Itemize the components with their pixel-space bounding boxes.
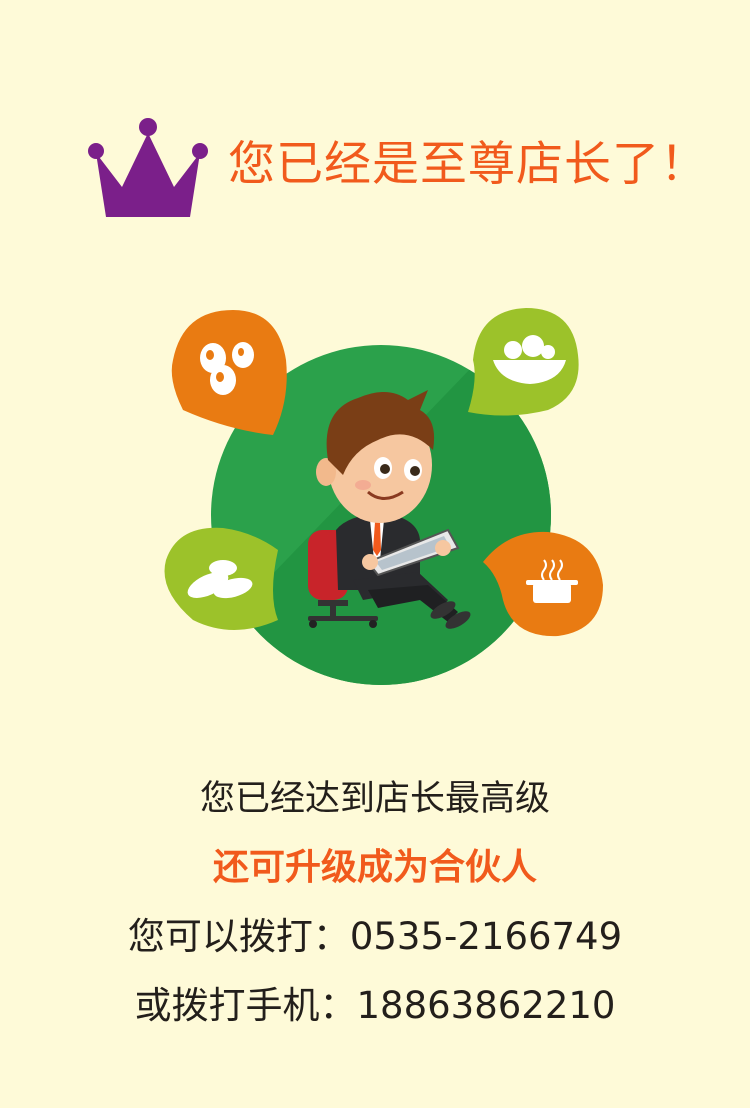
eggs-bubble bbox=[171, 310, 287, 435]
max-level-message: 您已经达到店长最高级 bbox=[199, 779, 550, 819]
fruit-bowl-bubble bbox=[468, 308, 579, 416]
header: 您已经是至尊店长了！ bbox=[0, 105, 750, 220]
store-manager-illustration bbox=[164, 308, 603, 685]
vegetables-bubble bbox=[164, 527, 278, 630]
cooking-pot-bubble bbox=[483, 531, 603, 637]
page-title: 您已经是至尊店长了！ bbox=[228, 137, 708, 192]
cooking-pot-icon bbox=[526, 559, 578, 603]
businessman-tablet-icon bbox=[308, 390, 471, 629]
fruit-bowl-icon bbox=[493, 335, 566, 384]
vegetables-icon bbox=[187, 560, 253, 599]
upgrade-partner-message: 还可升级成为合伙人 bbox=[212, 847, 537, 888]
crown-icon bbox=[88, 118, 208, 217]
phone-contact[interactable]: 您可以拨打：0535-2166749 bbox=[127, 915, 623, 958]
mobile-contact[interactable]: 或拨打手机：18863862210 bbox=[134, 984, 616, 1027]
